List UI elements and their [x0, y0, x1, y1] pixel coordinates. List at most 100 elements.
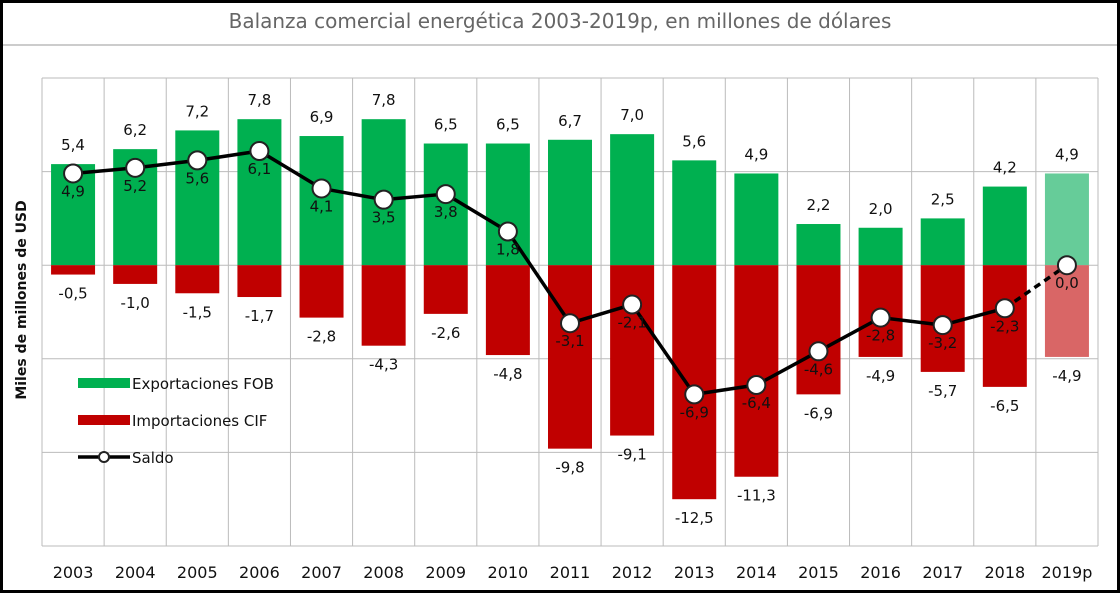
bar: [548, 265, 592, 449]
bar: [237, 265, 282, 298]
data-label: 4,1: [310, 197, 334, 215]
bar: [796, 265, 841, 395]
data-label: 0,0: [1055, 274, 1079, 292]
data-label: -3,1: [555, 332, 584, 350]
bar: [299, 265, 344, 318]
bar: [610, 265, 655, 436]
data-label: -6,9: [804, 404, 833, 422]
data-label: -3,2: [928, 334, 957, 352]
data-label: 3,8: [434, 203, 458, 221]
x-tick-label: 2018: [984, 563, 1025, 582]
bar: [610, 134, 655, 266]
line-segment: [693, 383, 757, 397]
x-tick-label: 2017: [922, 563, 963, 582]
line-segment: [755, 349, 820, 387]
bar: [113, 265, 158, 284]
data-label: -2,3: [990, 317, 1019, 335]
data-label: -9,8: [555, 459, 584, 477]
bar: [548, 139, 592, 266]
data-label: -2,1: [617, 314, 646, 332]
data-label: -2,8: [307, 328, 336, 346]
x-tick-label: 2004: [115, 563, 156, 582]
line-segment: [383, 192, 446, 202]
x-tick-label: 2009: [425, 563, 466, 582]
data-label: -11,3: [737, 487, 776, 505]
line-segment: [1003, 263, 1068, 310]
x-tick-label: 2014: [736, 563, 777, 582]
data-label: -2,6: [431, 324, 460, 342]
data-label: 6,5: [434, 116, 458, 134]
bar: [175, 265, 220, 294]
x-tick-label: 2016: [860, 563, 901, 582]
x-tick-label: 2011: [550, 563, 591, 582]
x-tick-label: 2006: [239, 563, 280, 582]
data-label: -1,0: [121, 294, 150, 312]
line-point: [746, 375, 767, 396]
line-segment: [258, 149, 323, 190]
line-segment: [197, 149, 260, 163]
data-label: -1,5: [183, 303, 212, 321]
line-point: [1056, 255, 1077, 276]
data-label: -4,9: [866, 367, 895, 385]
data-label: 7,8: [247, 91, 271, 109]
bar: [858, 227, 903, 266]
bar: [361, 265, 406, 346]
y-axis-label: Miles de millones de USD: [14, 200, 30, 399]
data-label: 6,7: [558, 112, 582, 130]
bar: [485, 265, 530, 356]
data-label: 4,2: [993, 159, 1017, 177]
legend-swatch: [78, 415, 130, 425]
data-label: 4,9: [744, 145, 768, 163]
data-label: -1,7: [245, 307, 274, 325]
data-label: 5,2: [123, 177, 147, 195]
data-label: 1,8: [496, 241, 520, 259]
x-tick-label: 2015: [798, 563, 839, 582]
bar: [672, 265, 717, 500]
bar: [1044, 173, 1089, 266]
bar: [423, 265, 468, 314]
bar: [982, 186, 1027, 266]
legend-label: Saldo: [132, 449, 174, 467]
data-label: -4,6: [804, 360, 833, 378]
data-label: -5,7: [928, 382, 957, 400]
data-label: 5,6: [682, 132, 706, 150]
x-tick-label: 2013: [674, 563, 715, 582]
line-segment: [444, 192, 509, 234]
data-label: 6,5: [496, 116, 520, 134]
x-tick-label: 2005: [177, 563, 218, 582]
bar: [734, 265, 779, 477]
line-segment: [506, 230, 572, 325]
bar: [51, 265, 96, 275]
bar: [1044, 265, 1089, 357]
data-label: -2,8: [866, 327, 895, 345]
bar: [672, 160, 717, 266]
line-point: [932, 315, 953, 336]
line-point: [497, 221, 518, 242]
line-point: [622, 294, 643, 315]
line-point: [311, 178, 332, 199]
data-label: 6,2: [123, 121, 147, 139]
bar: [796, 224, 841, 266]
data-label: 5,6: [185, 169, 209, 187]
line-point: [373, 189, 394, 210]
data-label: -6,9: [680, 403, 709, 421]
data-label: 6,1: [247, 160, 271, 178]
legend-swatch: [78, 378, 130, 388]
x-tick-label: 2010: [488, 563, 529, 582]
line-segment: [630, 303, 696, 396]
legend-label: Exportaciones FOB: [132, 375, 274, 393]
x-tick-label: 2003: [53, 563, 94, 582]
data-label: 4,9: [61, 182, 85, 200]
data-label: -4,9: [1052, 367, 1081, 385]
line-point: [684, 384, 705, 405]
line-point: [994, 298, 1015, 319]
data-label: 4,9: [1055, 145, 1079, 163]
data-label: 7,0: [620, 106, 644, 124]
x-tick-label: 2012: [612, 563, 653, 582]
x-tick-label: 2019p: [1042, 563, 1093, 582]
data-label: -4,8: [493, 365, 522, 383]
data-label: 2,5: [931, 190, 955, 208]
bar: [982, 265, 1027, 387]
bar: [734, 173, 779, 266]
